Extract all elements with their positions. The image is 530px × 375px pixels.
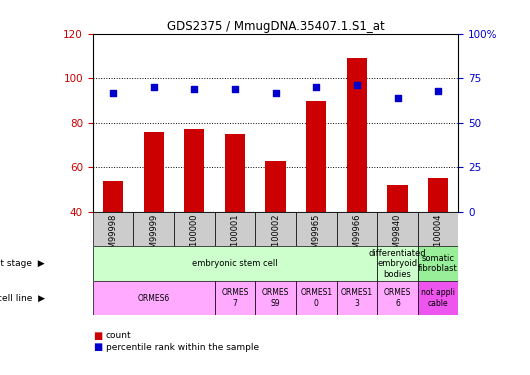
Point [109,90,117,96]
Bar [418,212,458,246]
Text: embryonic stem cell: embryonic stem cell [192,259,278,268]
Text: GSM100004: GSM100004 [434,214,443,264]
Bar [347,58,367,212]
Text: ■: ■ [93,342,102,352]
Text: percentile rank within the sample: percentile rank within the sample [106,343,259,352]
Bar [215,281,255,315]
Bar [225,134,245,212]
Point [190,86,199,92]
Text: ORMES
6: ORMES 6 [384,288,411,308]
Bar [418,246,458,281]
Text: ORMES
7: ORMES 7 [222,288,249,308]
Bar [337,212,377,246]
Bar [296,281,337,315]
Point [149,84,158,90]
Point [271,90,280,96]
Point [231,86,239,92]
Bar [266,160,286,212]
Bar [93,212,134,246]
Bar [255,212,296,246]
Point [352,82,361,88]
Bar [134,212,174,246]
Point [434,88,443,94]
Text: ■: ■ [93,331,102,341]
Bar [377,246,418,281]
Text: GSM99998: GSM99998 [109,214,118,259]
Text: GSM99999: GSM99999 [149,214,158,259]
Text: ORMES
S9: ORMES S9 [262,288,289,308]
Point [312,84,321,90]
Text: GSM100000: GSM100000 [190,214,199,264]
Bar [296,212,337,246]
Text: development stage  ▶: development stage ▶ [0,259,45,268]
Bar [306,100,326,212]
Bar [255,281,296,315]
Text: somatic
fibroblast: somatic fibroblast [418,254,458,273]
Text: ORMES1
3: ORMES1 3 [341,288,373,308]
Bar [215,212,255,246]
Bar [428,178,448,212]
Text: GSM100001: GSM100001 [231,214,240,264]
Text: not appli
cable: not appli cable [421,288,455,308]
Text: cell line  ▶: cell line ▶ [0,294,45,303]
Bar [387,185,408,212]
Text: GSM99840: GSM99840 [393,214,402,259]
Bar [174,212,215,246]
Text: GSM99966: GSM99966 [352,214,361,259]
Bar [103,181,123,212]
Text: differentiated
embryoid
bodies: differentiated embryoid bodies [369,249,426,279]
Bar [377,212,418,246]
Bar [93,246,377,281]
Bar [93,281,215,315]
Text: GSM99965: GSM99965 [312,214,321,259]
Text: ORMES6: ORMES6 [138,294,170,303]
Bar [377,281,418,315]
Bar [418,281,458,315]
Text: GSM100002: GSM100002 [271,214,280,264]
Bar [144,132,164,212]
Point [393,95,402,101]
Title: GDS2375 / MmugDNA.35407.1.S1_at: GDS2375 / MmugDNA.35407.1.S1_at [167,20,384,33]
Text: count: count [106,332,131,340]
Text: ORMES1
0: ORMES1 0 [300,288,332,308]
Bar [184,129,205,212]
Bar [337,281,377,315]
